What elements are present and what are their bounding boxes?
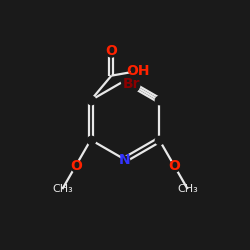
Text: CH₃: CH₃ — [52, 184, 73, 194]
Text: Br: Br — [123, 77, 140, 91]
Text: CH₃: CH₃ — [177, 184, 198, 194]
Text: O: O — [106, 44, 117, 58]
Text: O: O — [70, 158, 82, 172]
Text: O: O — [168, 158, 180, 172]
Text: N: N — [119, 152, 131, 166]
Text: OH: OH — [126, 64, 150, 78]
